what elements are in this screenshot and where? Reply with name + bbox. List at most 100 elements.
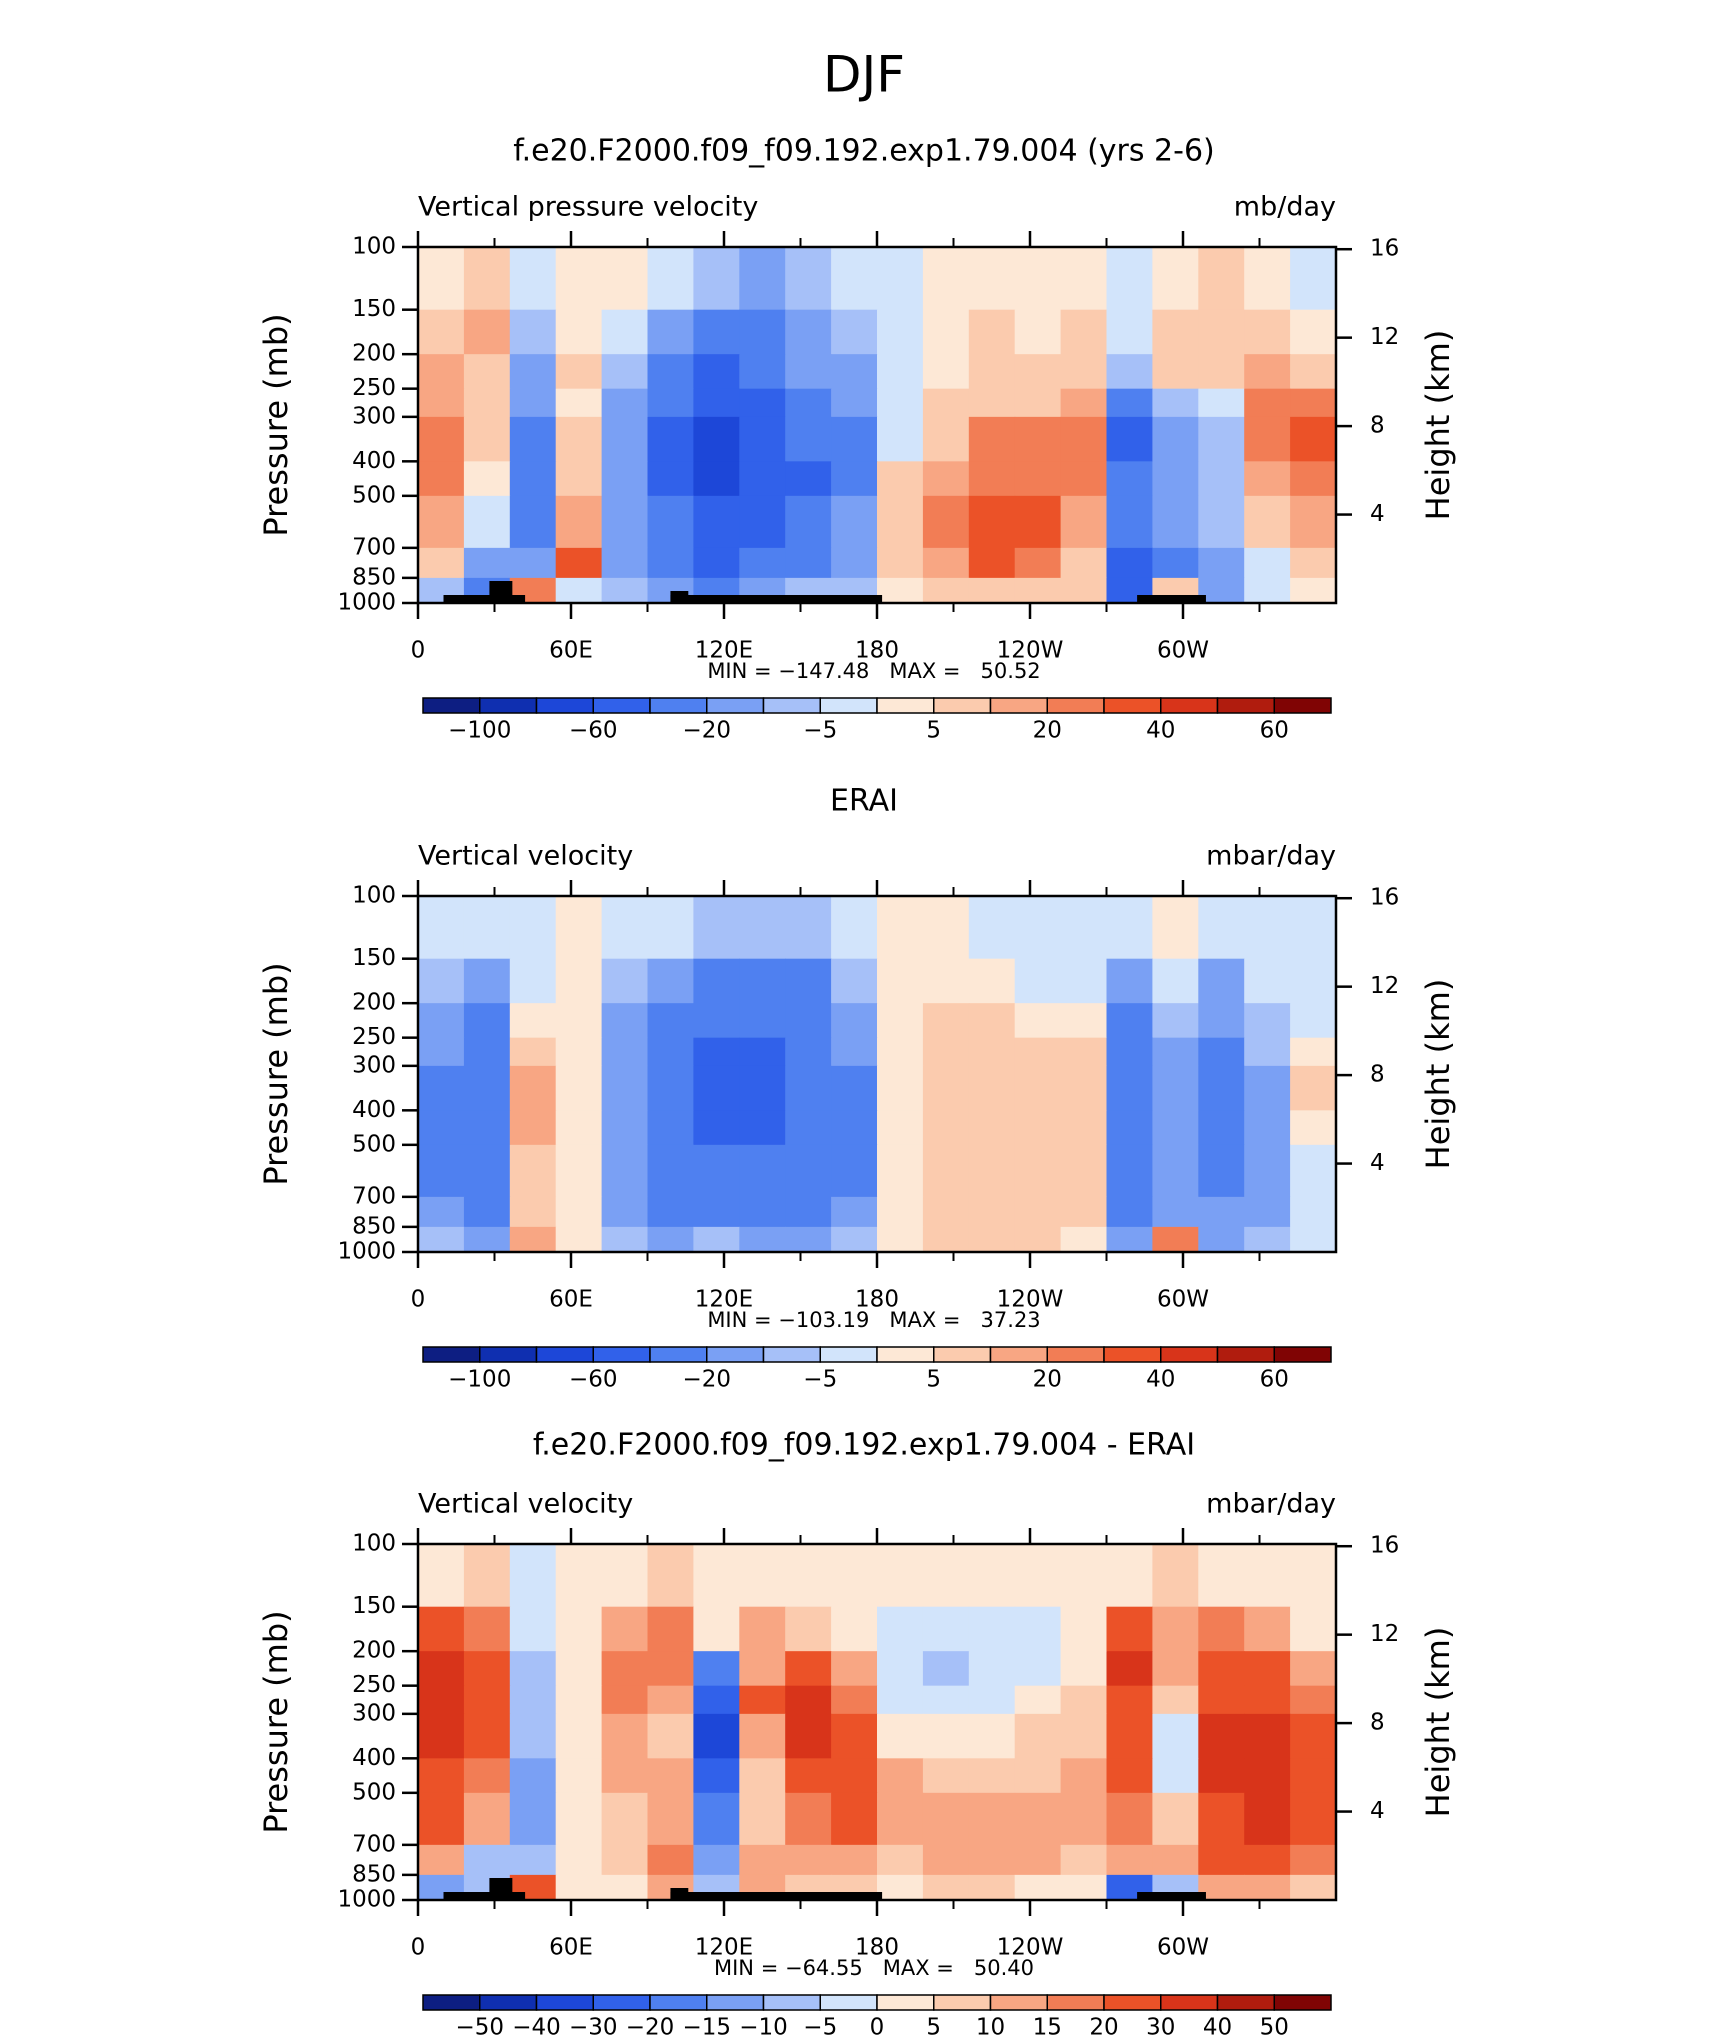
contour-cell [1014,547,1062,579]
contour-cell [831,416,878,462]
contour-cell [418,958,465,1004]
contour-cell [1106,495,1153,549]
contour-cell [1152,1713,1199,1759]
y2-tick-label: 16 [1370,1533,1399,1559]
contour-cell [509,309,557,355]
contour-cell [785,1713,832,1759]
contour-cell [509,896,557,960]
contour-cell [1152,354,1199,390]
colorbar-box [819,1346,878,1363]
contour-cell [1198,461,1245,497]
contour-cell [601,1196,649,1228]
contour-cell [877,495,924,549]
contour-cell [509,388,557,418]
contour-cell [1198,1874,1245,1901]
contour-cell [1106,461,1153,497]
y-tick-label: 700 [352,534,396,560]
contour-cell [555,1685,603,1715]
y-tick-label: 300 [352,403,396,429]
contour-cell [1106,354,1153,390]
contour-cell [509,547,557,579]
contour-cell [1198,1651,1245,1687]
contour-cell [1244,1065,1291,1111]
contour-cell [1014,1110,1062,1146]
contour-cell [693,1037,740,1067]
contour-cell [1014,1226,1062,1253]
contour-cell [1060,896,1108,960]
contour-cell [418,1226,465,1253]
contour-cell [1106,958,1153,1004]
colorbar-label: 20 [1033,1367,1062,1393]
contour-cell [739,1544,786,1608]
colorbar-label: −5 [803,718,837,744]
contour-cell [922,1226,970,1253]
y-axis-label: Pressure (mb) [257,962,295,1185]
contour-cell [877,1544,924,1608]
colorbar-label: 0 [870,2015,885,2038]
x-tick-label: 0 [411,1935,426,1961]
contour-cell [922,1110,970,1146]
contour-cell [1060,416,1108,462]
y2-tick-label: 12 [1370,324,1399,350]
contour-cell [831,1226,878,1253]
contour-cell [418,1544,465,1608]
contour-cell [1014,309,1062,355]
contour-cell [1152,309,1199,355]
x-tick-label: 180 [855,1287,899,1313]
contour-cell [739,1065,786,1111]
colorbar-box [422,1994,481,2011]
contour-cell [739,388,786,418]
contour-cell [1014,1713,1062,1759]
contour-cell [922,1606,970,1652]
contour-cell [1014,1037,1062,1067]
contour-cell [1198,1792,1245,1846]
contour-cell [463,1065,511,1111]
contour-cell [1198,577,1245,604]
contour-cell [1152,1758,1199,1794]
colorbar-label: 40 [1146,1367,1175,1393]
colorbar-box [1216,1994,1275,2011]
y2-tick-label: 12 [1370,973,1399,999]
contour-cell [968,354,1016,390]
contour-cell [693,1003,740,1039]
contour-cell [647,1792,694,1846]
contour-cell [785,896,832,960]
contour-cell [418,1110,465,1146]
y2-axis-label: Height (km) [1419,330,1457,521]
contour-cell [555,896,603,960]
contour-cell [1290,958,1337,1004]
contour-cell [877,309,924,355]
contour-cell [1152,1065,1199,1111]
contour-cell [922,577,970,604]
contour-cell [831,1544,878,1608]
contour-cell [785,1110,832,1146]
contour-cell [1290,1606,1337,1652]
contour-cell [601,354,649,390]
contour-cell [463,309,511,355]
colorbar-label: 50 [1260,2015,1289,2038]
y-axis-label: Pressure (mb) [257,1610,295,1833]
contour-cell [968,388,1016,418]
y-tick-label: 1000 [337,590,396,616]
contour-cell [968,416,1016,462]
contour-cell [1106,1685,1153,1715]
contour-cell [1198,1606,1245,1652]
contour-cell [1198,1226,1245,1253]
colorbar-box [649,1994,708,2011]
contour-cell [877,1606,924,1652]
contour-cell [1290,495,1337,549]
colorbar-box [592,1346,651,1363]
colorbar-box [422,697,481,714]
contour-cell [693,461,740,497]
contour-cell [1106,547,1153,579]
contour-cell [785,1685,832,1715]
contour-cell [1060,958,1108,1004]
y-tick-label: 500 [352,1779,396,1805]
contour-cell [922,1874,970,1901]
contour-cell [1014,1874,1062,1901]
contour-cell [877,1065,924,1111]
contour-cell [1106,1196,1153,1228]
contour-cell [1244,1544,1291,1608]
contour-cell [1152,958,1199,1004]
colorbar-box [876,1346,935,1363]
